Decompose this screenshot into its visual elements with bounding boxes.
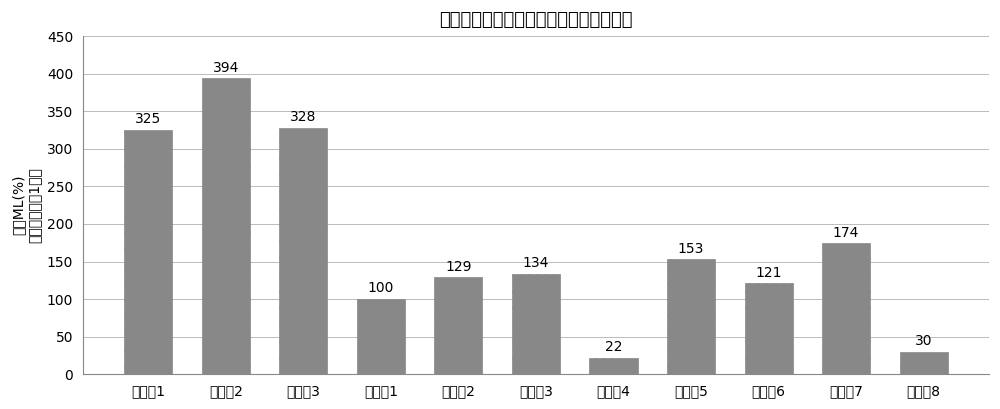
Text: 174: 174	[833, 226, 859, 240]
Bar	[357, 299, 405, 374]
Bar	[900, 352, 948, 374]
Title: 使用活性氧化铝原料时的共活化剂的效果: 使用活性氧化铝原料时的共活化剂的效果	[439, 11, 633, 29]
Text: 153: 153	[678, 241, 704, 256]
Text: 394: 394	[213, 61, 239, 74]
Bar	[589, 357, 638, 374]
Text: 129: 129	[445, 260, 472, 274]
Text: 328: 328	[290, 110, 316, 124]
Text: 325: 325	[135, 112, 161, 126]
Bar	[745, 283, 793, 374]
Bar	[434, 277, 482, 374]
Text: 121: 121	[755, 265, 782, 279]
Bar	[279, 128, 327, 374]
Bar	[822, 243, 870, 374]
Text: 22: 22	[605, 340, 622, 354]
Y-axis label: 相对ML(%)
相对于比较例1之比: 相对ML(%) 相对于比较例1之比	[11, 167, 41, 243]
Text: 30: 30	[915, 334, 932, 348]
Bar	[512, 274, 560, 374]
Bar	[202, 78, 250, 374]
Text: 100: 100	[368, 281, 394, 295]
Text: 134: 134	[523, 256, 549, 270]
Bar	[667, 259, 715, 374]
Bar	[124, 130, 172, 374]
